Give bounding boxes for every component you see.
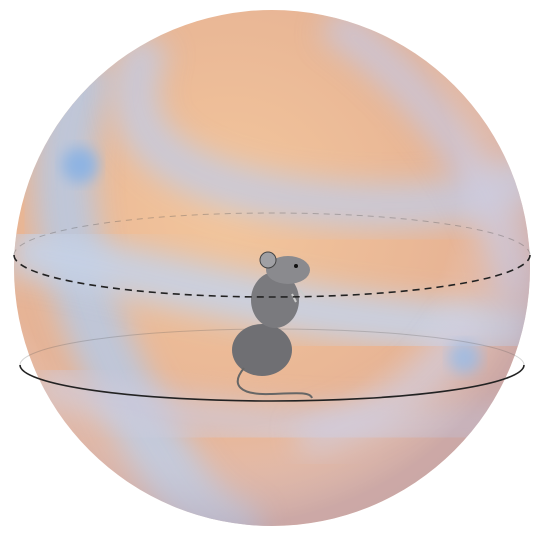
mouse-ear bbox=[259, 251, 277, 269]
mouse-eye bbox=[294, 264, 298, 268]
mouse-torso bbox=[251, 272, 299, 328]
mouse-body bbox=[232, 324, 292, 376]
upper-ring-back bbox=[13, 212, 531, 256]
upper-ring-front bbox=[13, 254, 531, 298]
lower-ring-front bbox=[19, 364, 525, 402]
mouse-tail bbox=[236, 367, 313, 399]
mouse-head bbox=[266, 256, 310, 284]
mouse bbox=[232, 251, 313, 399]
